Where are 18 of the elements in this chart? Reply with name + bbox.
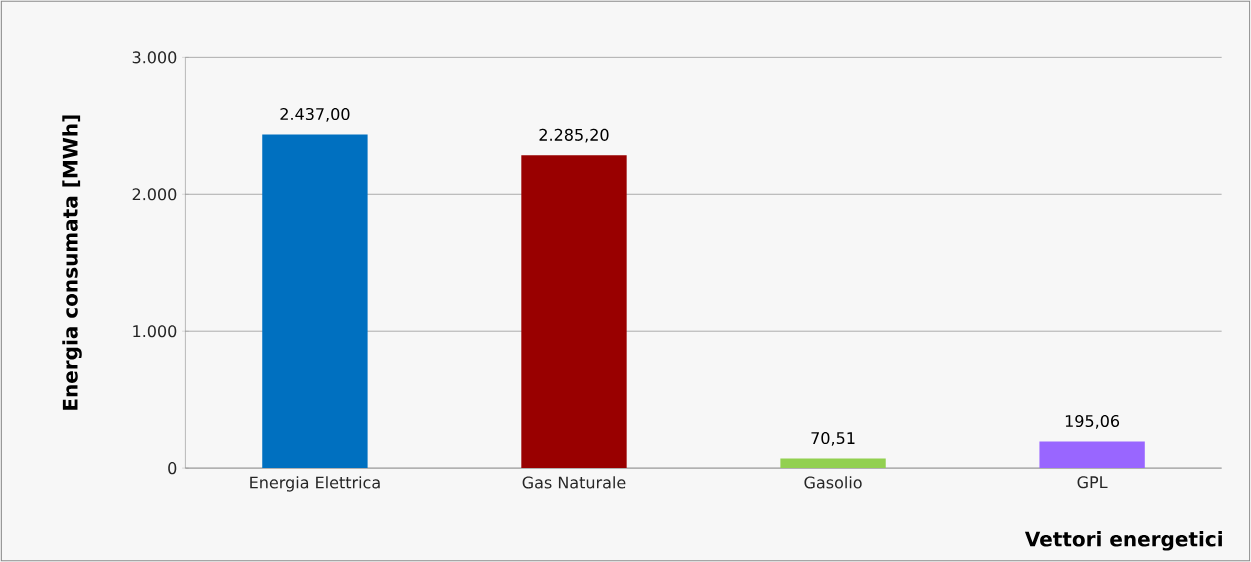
data-label: 2.285,20 <box>539 128 609 143</box>
bar <box>780 458 886 469</box>
x-tick-label: GPL <box>1077 476 1108 489</box>
y-tick-label: 1.000 <box>133 325 177 338</box>
bar <box>1039 441 1145 469</box>
y-tick-label: 3.000 <box>132 51 177 64</box>
x-axis-title: Vettori energetici <box>1024 530 1222 551</box>
y-tick-label: 2.000 <box>132 188 177 201</box>
bar <box>262 134 368 469</box>
y-tick-label: 0 <box>168 462 177 475</box>
y-axis-title: Energia consumata [MWh] <box>62 115 82 410</box>
bar <box>521 155 627 469</box>
data-label: 195,06 <box>1065 414 1120 429</box>
x-tick-label: Energia Elettrica <box>250 476 380 492</box>
x-tick-label: Gas Naturale <box>522 476 626 489</box>
x-tick-label: Gasolio <box>804 476 862 489</box>
data-label: 70,51 <box>811 431 855 446</box>
data-label: 2.437,00 <box>280 107 350 122</box>
